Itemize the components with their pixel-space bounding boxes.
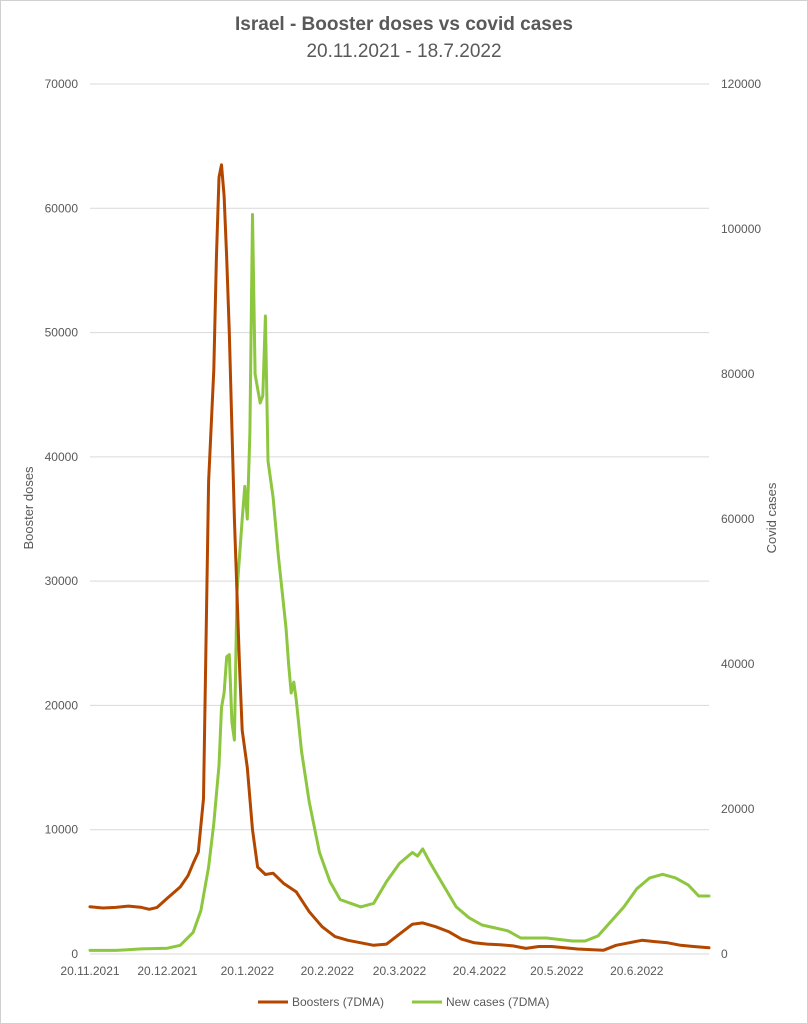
left-tick-label: 40000 — [45, 450, 79, 464]
x-tick-label: 20.5.2022 — [530, 964, 584, 978]
left-tick-label: 50000 — [45, 326, 79, 340]
x-tick-label: 20.1.2022 — [221, 964, 275, 978]
right-tick-label: 80000 — [721, 367, 755, 381]
right-axis-ticks: 0 20000 40000 60000 80000 100000 120000 — [721, 77, 761, 961]
chart-subtitle: 20.11.2021 - 18.7.2022 — [306, 41, 501, 62]
series-line-1 — [88, 213, 711, 952]
right-tick-label: 100000 — [721, 222, 761, 236]
right-tick-label: 20000 — [721, 802, 755, 816]
x-tick-label: 20.12.2021 — [137, 964, 197, 978]
right-tick-label: 40000 — [721, 657, 755, 671]
left-tick-label: 70000 — [45, 77, 79, 91]
legend-label: Boosters (7DMA) — [292, 995, 384, 1009]
x-tick-label: 20.6.2022 — [610, 964, 664, 978]
left-tick-label: 20000 — [45, 698, 79, 712]
x-tick-label: 20.2.2022 — [301, 964, 355, 978]
left-tick-label: 0 — [71, 947, 78, 961]
chart-title: Israel - Booster doses vs covid cases — [235, 14, 573, 35]
right-tick-label: 60000 — [721, 512, 755, 526]
gridlines — [90, 83, 709, 955]
right-tick-label: 0 — [721, 947, 728, 961]
right-tick-label: 120000 — [721, 77, 761, 91]
left-tick-label: 30000 — [45, 574, 79, 588]
left-axis-ticks: 0 10000 20000 30000 40000 50000 60000 70000 — [45, 77, 79, 961]
x-tick-label: 20.11.2021 — [60, 964, 119, 978]
legend: Boosters (7DMA) New cases (7DMA) — [258, 995, 549, 1009]
x-axis-ticks: 20.11.2021 20.12.2021 20.1.2022 20.2.2022 20… — [60, 964, 663, 978]
left-tick-label: 10000 — [45, 823, 79, 837]
legend-label: New cases (7DMA) — [446, 995, 549, 1009]
left-tick-label: 60000 — [45, 201, 79, 215]
left-axis-title: Booster doses — [21, 466, 36, 550]
series-line-0 — [88, 163, 711, 952]
x-tick-label: 20.3.2022 — [373, 964, 427, 978]
right-axis-title: Covid cases — [764, 482, 779, 553]
series-lines — [88, 163, 711, 952]
x-tick-label: 20.4.2022 — [453, 964, 507, 978]
